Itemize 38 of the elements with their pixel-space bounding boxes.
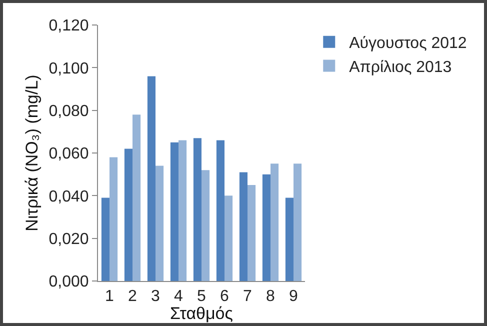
bar [270, 164, 279, 281]
x-tick-label: 1 [105, 288, 114, 306]
bar [224, 196, 233, 281]
bar [170, 142, 178, 281]
bar [193, 138, 202, 281]
bar [178, 140, 187, 281]
bar [216, 140, 224, 281]
bar [239, 172, 248, 281]
bar [132, 114, 141, 281]
bar [110, 157, 118, 281]
y-tick-label: 0,000 [48, 274, 89, 291]
x-tick-label: 4 [174, 288, 184, 306]
x-axis-title: Σταθμός [170, 304, 233, 323]
y-tick-label: 0,040 [48, 188, 89, 206]
bar [285, 198, 294, 281]
bar [147, 76, 156, 281]
bar [294, 164, 302, 281]
y-tick-label: 0,120 [48, 18, 89, 35]
x-tick-label: 7 [243, 288, 252, 306]
bar [124, 148, 132, 281]
bar [248, 185, 256, 281]
y-tick-label: 0,020 [48, 230, 89, 248]
bar [101, 198, 110, 281]
x-tick-label: 6 [220, 288, 230, 306]
y-tick-label: 0,100 [48, 60, 89, 78]
legend-label: Αύγουστος 2012 [349, 35, 467, 52]
x-tick-label: 5 [197, 288, 206, 306]
x-tick-label: 2 [128, 288, 138, 306]
y-tick-label: 0,060 [48, 146, 89, 163]
x-tick-label: 8 [266, 288, 276, 306]
bar [262, 174, 270, 281]
y-tick-label: 0,080 [48, 102, 89, 120]
legend-label: Απρίλιος 2013 [349, 58, 452, 76]
x-tick-label: 3 [151, 288, 160, 306]
bar [156, 166, 164, 281]
y-axis-title: Νιτρικά (NO₃) (mg/L) [22, 74, 42, 232]
x-tick-label: 9 [289, 288, 298, 306]
bar [202, 170, 210, 281]
